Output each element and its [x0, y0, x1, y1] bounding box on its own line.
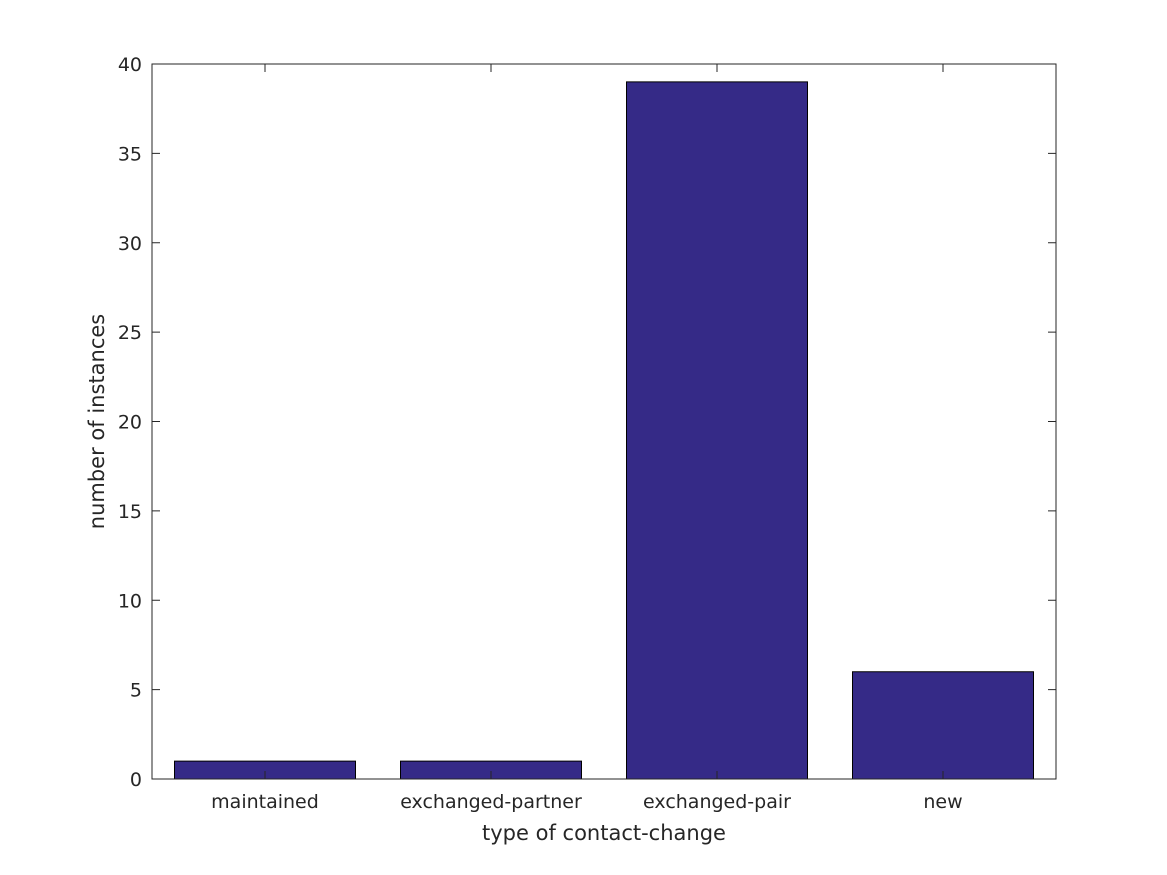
x-tick-label-exchanged-partner: exchanged-partner: [400, 791, 582, 813]
y-tick-label-25: 25: [118, 322, 142, 344]
bar-new: [852, 671, 1034, 780]
y-tick-label-0: 0: [130, 769, 142, 791]
y-axis-title: number of instances: [85, 314, 109, 529]
x-tick-label-maintained: maintained: [211, 791, 319, 813]
axes-box: [151, 63, 1057, 780]
y-tick-labels: 0 5 10 15 20 25 30 35 40: [118, 54, 142, 791]
x-axis-title: type of contact-change: [482, 821, 726, 845]
y-tick-label-10: 10: [118, 590, 142, 612]
y-tick-label-30: 30: [118, 233, 142, 255]
x-tick-labels: maintained exchanged-partner exchanged-pai…: [211, 791, 962, 813]
y-tick-label-35: 35: [118, 143, 142, 165]
y-tick-label-20: 20: [118, 412, 142, 434]
x-tick-label-exchanged-pair: exchanged-pair: [643, 791, 791, 813]
x-tick-label-new: new: [923, 791, 962, 813]
bars-group: [174, 81, 1034, 780]
y-tick-label-40: 40: [118, 54, 142, 76]
y-tick-label-15: 15: [118, 501, 142, 523]
y-tick-label-5: 5: [130, 680, 142, 702]
bar-exchanged-pair: [626, 81, 808, 780]
